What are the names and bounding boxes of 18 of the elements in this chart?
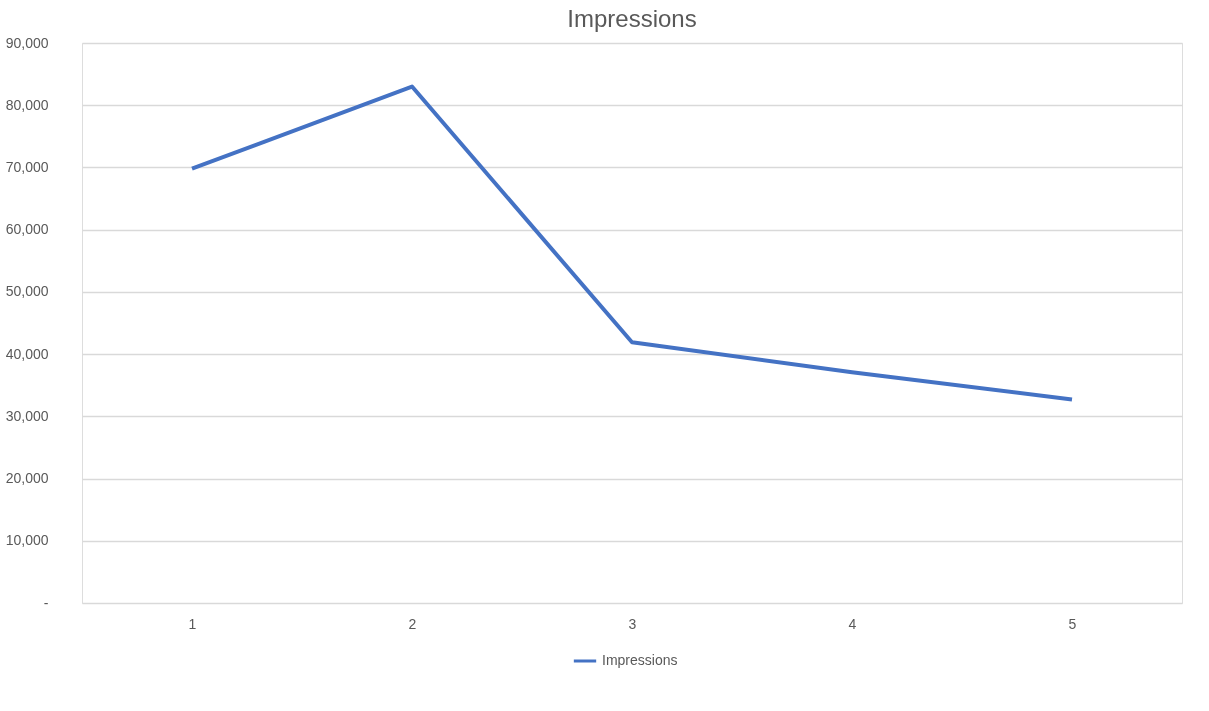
y-tick-label: 60,000 (5, 221, 49, 238)
chart-title: Impressions (567, 5, 697, 32)
x-tick-label: 4 (848, 615, 857, 632)
x-tick-label: 1 (188, 615, 197, 632)
y-tick-label: 10,000 (5, 532, 49, 549)
y-tick-label: 50,000 (5, 283, 49, 300)
x-tick-label: 3 (628, 615, 637, 632)
y-tick-label: 30,000 (5, 407, 49, 424)
line-series (190, 84, 1074, 402)
y-tick-label: 80,000 (5, 96, 49, 113)
y-tick-label: 70,000 (5, 158, 49, 175)
x-tick-label: 5 (1068, 615, 1077, 632)
y-tick-label: 40,000 (5, 345, 49, 362)
x-tick-label: 2 (408, 615, 417, 632)
y-tick-label: 20,000 (5, 470, 49, 487)
legend-label: Impressions (602, 652, 678, 668)
y-tick-label: - (43, 594, 49, 611)
y-tick-label: 90,000 (5, 34, 49, 51)
